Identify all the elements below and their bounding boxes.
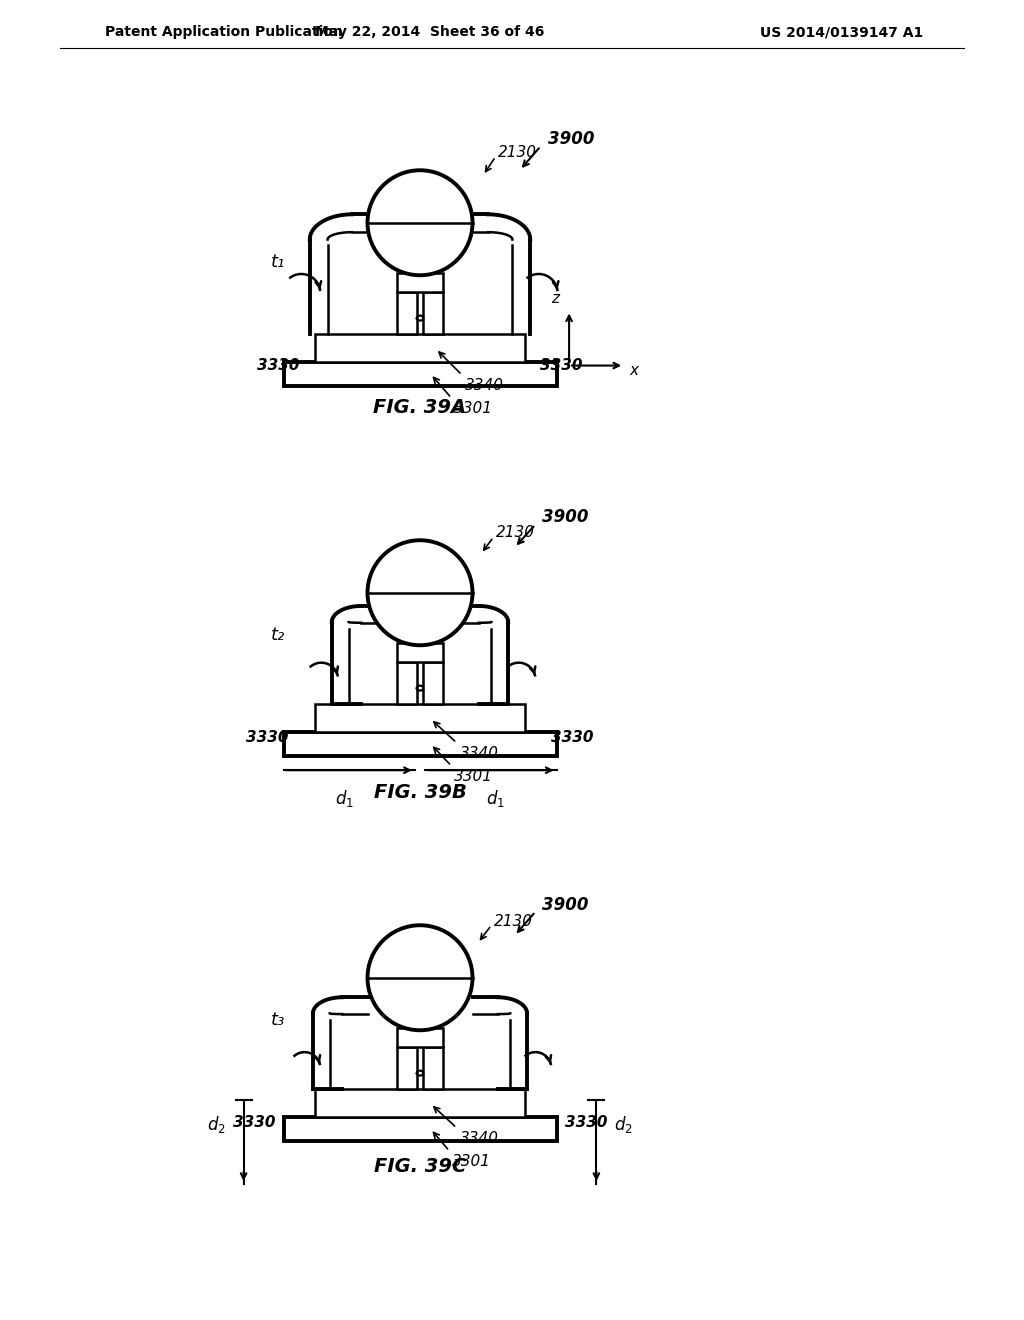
Bar	[315, 1089, 525, 1118]
Text: $d_2$: $d_2$	[614, 1114, 633, 1135]
Text: 3330: 3330	[247, 730, 289, 746]
Text: 3301: 3301	[454, 401, 493, 416]
Text: FIG. 39A: FIG. 39A	[374, 399, 467, 417]
Bar	[397, 1047, 417, 1089]
Bar	[315, 334, 525, 363]
Bar	[284, 363, 556, 385]
Bar	[315, 704, 525, 733]
Text: t₁: t₁	[271, 252, 286, 271]
Text: 2130: 2130	[494, 913, 532, 928]
Text: z: z	[551, 290, 559, 305]
Text: t₂: t₂	[271, 626, 286, 644]
Bar	[397, 273, 443, 292]
Text: $d_2$: $d_2$	[207, 1114, 225, 1135]
Text: May 22, 2014  Sheet 36 of 46: May 22, 2014 Sheet 36 of 46	[315, 25, 545, 40]
Bar	[397, 643, 443, 663]
Text: x: x	[629, 363, 638, 378]
Text: $d_1$: $d_1$	[336, 788, 354, 809]
Text: 3900: 3900	[542, 508, 589, 527]
Text: 2130: 2130	[498, 145, 537, 160]
Text: 3330: 3330	[564, 1115, 607, 1130]
Text: FIG. 39C: FIG. 39C	[374, 1158, 466, 1176]
Text: FIG. 39B: FIG. 39B	[374, 783, 467, 801]
Text: 3330: 3330	[257, 358, 299, 374]
Text: 3301: 3301	[452, 1154, 490, 1170]
Text: 3340: 3340	[465, 378, 504, 393]
Text: Patent Application Publication: Patent Application Publication	[105, 25, 343, 40]
Bar	[284, 1118, 556, 1140]
Text: 3340: 3340	[460, 1131, 499, 1146]
Circle shape	[368, 170, 472, 276]
Text: 3900: 3900	[548, 129, 595, 148]
Text: 3330: 3330	[551, 730, 594, 746]
Text: 3900: 3900	[542, 896, 589, 915]
Text: $d_1$: $d_1$	[485, 788, 505, 809]
Text: 2130: 2130	[496, 525, 535, 540]
Text: 3340: 3340	[460, 746, 499, 762]
Text: t₃: t₃	[271, 1011, 286, 1028]
Text: 3330: 3330	[232, 1115, 275, 1130]
Bar	[397, 292, 417, 334]
Bar	[423, 663, 443, 704]
Bar	[397, 663, 417, 704]
Bar	[423, 1047, 443, 1089]
Text: 3301: 3301	[454, 770, 493, 784]
Bar	[284, 733, 556, 755]
Bar	[397, 1028, 443, 1047]
Bar	[423, 292, 443, 334]
Circle shape	[368, 925, 472, 1030]
Text: 3330: 3330	[541, 358, 583, 374]
Text: US 2014/0139147 A1: US 2014/0139147 A1	[760, 25, 924, 40]
Circle shape	[368, 540, 472, 645]
